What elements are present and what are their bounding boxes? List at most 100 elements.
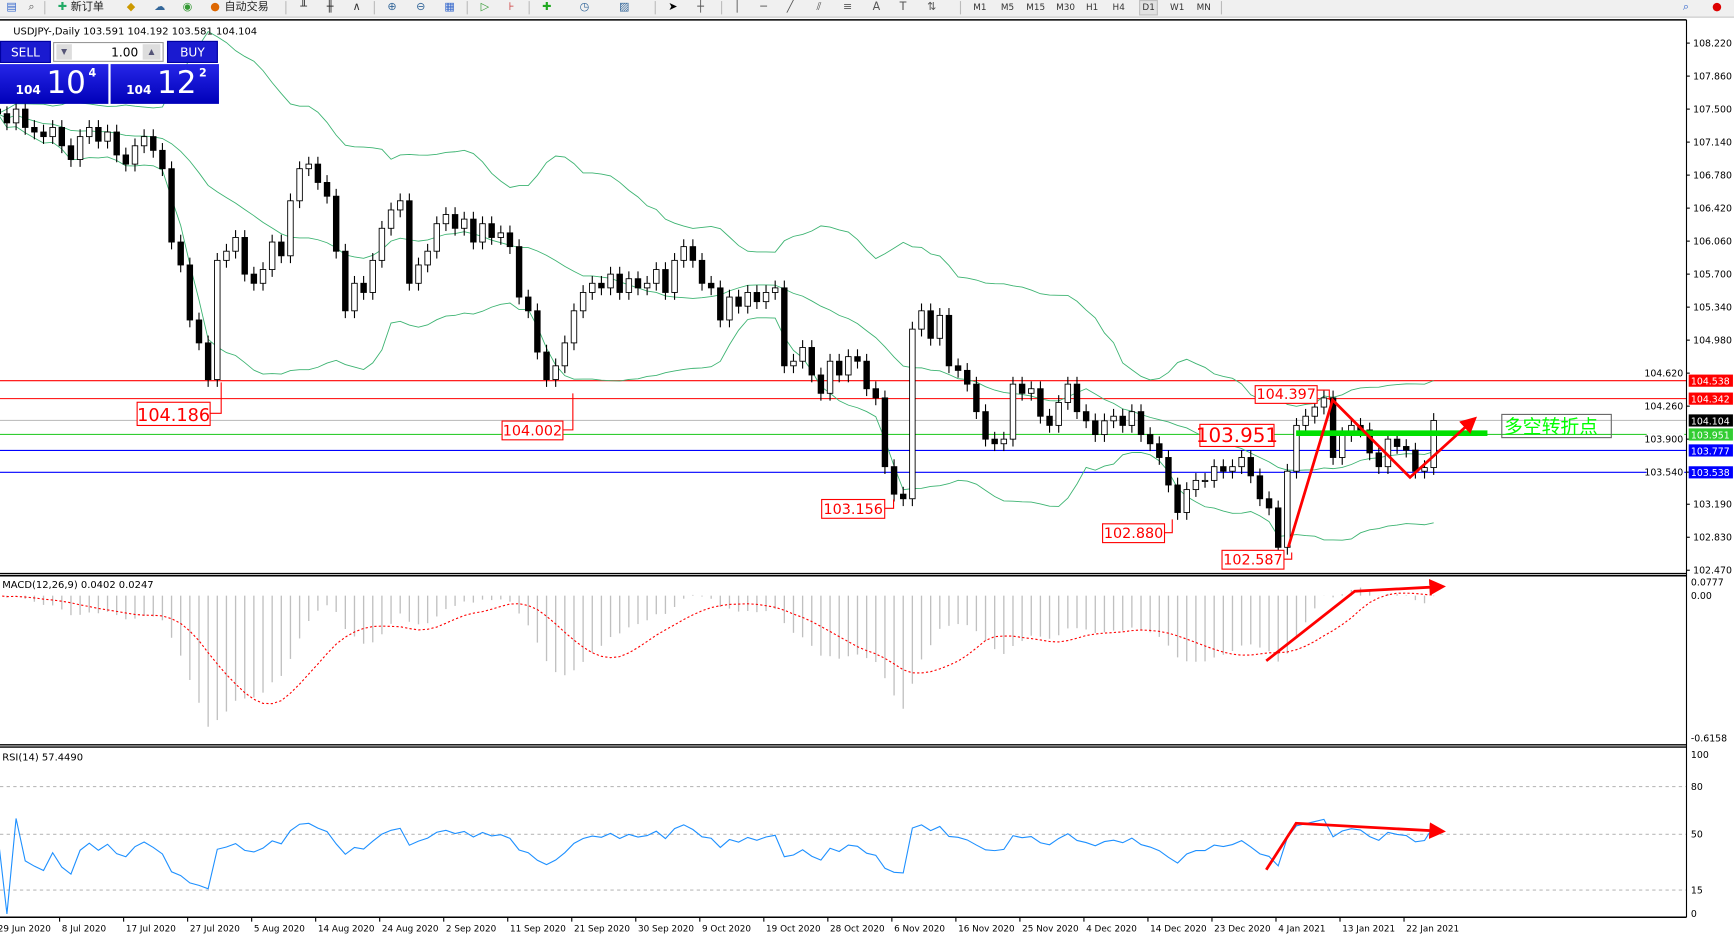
new-order-button[interactable]: 新订单 bbox=[70, 1, 104, 14]
symbol-info: USDJPY-,Daily 103.591 104.192 103.581 10… bbox=[13, 26, 257, 37]
candle bbox=[1311, 406, 1318, 417]
indicators-icon[interactable]: ✚ bbox=[542, 1, 552, 14]
text-label-icon[interactable]: T bbox=[899, 1, 907, 14]
candle bbox=[689, 246, 697, 261]
arrows-icon[interactable]: ⇅ bbox=[927, 1, 937, 14]
auto-trading-button[interactable]: 自动交易 bbox=[224, 1, 269, 14]
date-label: 14 Aug 2020 bbox=[318, 925, 375, 935]
candle bbox=[1018, 383, 1026, 394]
line-chart-icon[interactable]: ∧ bbox=[352, 1, 361, 14]
zoom-window-icon[interactable]: ⌕ bbox=[28, 1, 35, 14]
zoom-in-icon[interactable]: ⊕ bbox=[387, 1, 397, 14]
timeframe-h1[interactable]: H1 bbox=[1085, 2, 1099, 13]
macd-trend-arrow bbox=[1265, 578, 1446, 662]
timeframe-m30[interactable]: M30 bbox=[1056, 2, 1076, 13]
autoscroll-icon[interactable]: ▷ bbox=[480, 1, 490, 14]
candle bbox=[323, 182, 331, 197]
market-watch-icon[interactable]: ◆ bbox=[126, 1, 136, 14]
navigator-icon[interactable]: ☁ bbox=[154, 1, 166, 14]
new-chart-icon[interactable]: ▤ bbox=[6, 1, 17, 14]
candle bbox=[1037, 388, 1044, 417]
candle bbox=[698, 259, 706, 284]
lot-size-field[interactable]: ▼ 1.00 ▲ bbox=[53, 41, 164, 62]
level-price-label: 104.538 bbox=[1691, 377, 1730, 388]
lot-increase-icon[interactable]: ▲ bbox=[142, 44, 161, 60]
date-label: 8 Jul 2020 bbox=[62, 925, 107, 935]
date-label: 28 Oct 2020 bbox=[830, 925, 885, 935]
candle bbox=[1247, 457, 1254, 477]
tile-windows-icon[interactable]: ▦ bbox=[444, 1, 455, 14]
sell-price[interactable]: 104 10 4 bbox=[0, 64, 109, 104]
sell-button[interactable]: SELL bbox=[0, 40, 51, 63]
candle bbox=[360, 282, 367, 293]
price-annotation: 102.587 bbox=[1223, 553, 1282, 569]
timeframe-d1[interactable]: D1 bbox=[1139, 0, 1159, 16]
candle bbox=[826, 360, 834, 394]
candle bbox=[643, 282, 651, 289]
lot-size-value[interactable]: 1.00 bbox=[111, 45, 139, 60]
timeframe-m5[interactable]: M5 bbox=[1000, 2, 1015, 13]
price-tick-label: 106.780 bbox=[1693, 170, 1732, 181]
zoom-out-icon[interactable]: ⊖ bbox=[416, 1, 426, 14]
search-icon[interactable]: ⌕ bbox=[1682, 1, 1690, 14]
candle bbox=[835, 360, 843, 376]
candle bbox=[900, 493, 907, 500]
chart-shift-icon[interactable]: ⊦ bbox=[508, 1, 515, 14]
vertical-line-icon[interactable]: │ bbox=[733, 1, 741, 14]
annotation-connector bbox=[1283, 552, 1293, 560]
timeframe-h4[interactable]: H4 bbox=[1112, 2, 1125, 13]
candle bbox=[680, 246, 687, 261]
candle bbox=[1165, 457, 1172, 486]
candle bbox=[113, 131, 120, 156]
fibonacci-icon[interactable]: ≡ bbox=[843, 1, 853, 14]
candle bbox=[598, 282, 605, 289]
candle bbox=[762, 292, 770, 303]
candle bbox=[342, 250, 349, 312]
crosshair-icon[interactable]: ┼ bbox=[697, 1, 704, 14]
candle bbox=[1265, 498, 1273, 509]
candle bbox=[0, 108, 1, 115]
date-label: 30 Sep 2020 bbox=[638, 925, 694, 935]
horizontal-line-icon[interactable]: ─ bbox=[760, 1, 767, 14]
candle bbox=[1201, 479, 1209, 482]
periods-icon[interactable]: ◷ bbox=[579, 1, 590, 14]
cursor-icon[interactable]: ➤ bbox=[668, 1, 678, 14]
timeframe-w1[interactable]: W1 bbox=[1170, 2, 1185, 13]
notification-icon[interactable]: ● bbox=[1712, 1, 1722, 14]
lot-decrease-icon[interactable]: ▼ bbox=[56, 44, 72, 60]
candle bbox=[561, 342, 569, 367]
candle bbox=[753, 292, 761, 303]
annotation-connector bbox=[884, 499, 895, 509]
timeframe-m15[interactable]: M15 bbox=[1026, 2, 1046, 13]
candle bbox=[177, 241, 184, 266]
price-tick-label: 107.140 bbox=[1693, 137, 1732, 148]
buy-button[interactable]: BUY bbox=[166, 40, 218, 63]
buy-price[interactable]: 104 12 2 bbox=[110, 64, 219, 104]
candle bbox=[552, 365, 559, 381]
text-icon[interactable]: A bbox=[872, 1, 881, 14]
candle bbox=[1220, 466, 1227, 472]
candle bbox=[424, 250, 431, 266]
trendline-icon[interactable]: ╱ bbox=[786, 1, 794, 14]
candle bbox=[625, 278, 633, 293]
signal-icon[interactable]: ◉ bbox=[182, 1, 193, 14]
candle bbox=[982, 411, 989, 440]
date-label: 2 Sep 2020 bbox=[446, 925, 497, 935]
templates-icon[interactable]: ▨ bbox=[619, 1, 630, 14]
equidistant-channel-icon[interactable]: ⫽ bbox=[816, 1, 822, 14]
price-annotation-box bbox=[501, 420, 564, 441]
date-label: 4 Jan 2021 bbox=[1278, 925, 1325, 935]
timeframe-mn[interactable]: MN bbox=[1196, 2, 1211, 13]
price-tick-label: 102.830 bbox=[1693, 533, 1732, 544]
timeframe-m1[interactable]: M1 bbox=[973, 2, 987, 13]
candle bbox=[259, 269, 267, 284]
candle bbox=[991, 438, 998, 445]
candle bbox=[936, 314, 944, 339]
macd-signal-line bbox=[0, 592, 1434, 705]
candlestick-icon[interactable]: ╫ bbox=[326, 1, 334, 14]
candle bbox=[964, 369, 971, 385]
price-tick-label: 105.700 bbox=[1693, 269, 1732, 280]
bar-chart-icon[interactable]: ╨ bbox=[300, 1, 307, 14]
candle bbox=[579, 292, 587, 312]
